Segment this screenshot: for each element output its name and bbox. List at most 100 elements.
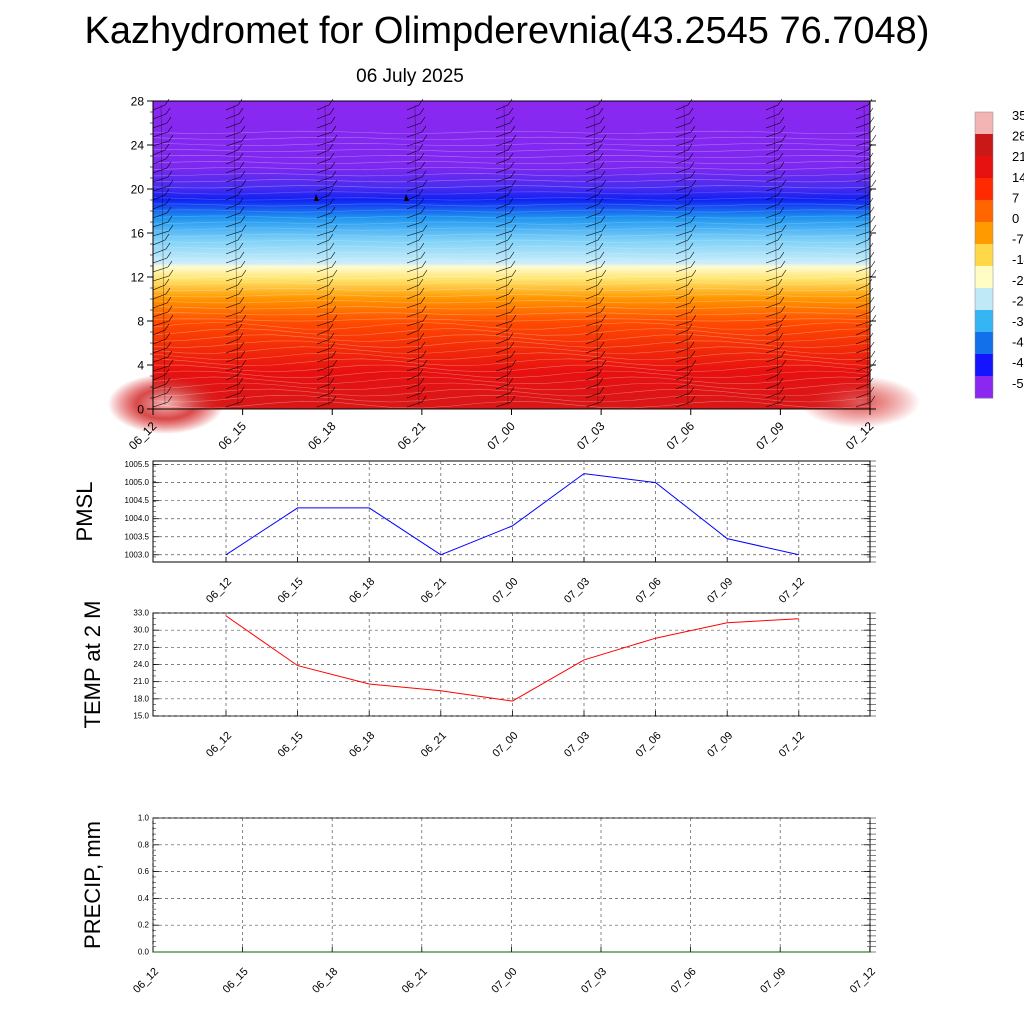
wind-barb-column (765, 98, 787, 408)
x-tick-label: 06_21 (400, 966, 430, 996)
colorbar-label: -21 (1012, 273, 1024, 288)
chart-title: Kazhydromet for Olimpderevnia(43.2545 76… (84, 10, 930, 52)
y-tick-label: 24.0 (133, 660, 149, 669)
contour-line (152, 239, 871, 243)
contour-line (152, 352, 871, 360)
contour-line (152, 167, 871, 171)
y-tick-label: 1004.0 (125, 514, 150, 523)
contour-line (152, 227, 871, 231)
wind-barb-column (585, 98, 607, 408)
contour-line (152, 328, 871, 336)
y-tick-label: 1004.5 (125, 496, 150, 505)
y-tick-label: 0 (137, 403, 144, 417)
x-tick-label: 06_18 (310, 966, 340, 996)
precip-panel: 0.0 0.2 0.4 0.6 0.8 1.0 06_12 06_15 06_18 06_21 07… (80, 814, 878, 996)
x-tick-label: 07_09 (705, 576, 735, 606)
contour-line (152, 276, 871, 280)
x-tick-label: 06_15 (215, 419, 249, 453)
contour-line (152, 215, 871, 219)
x-tick-label: 07_03 (579, 966, 609, 996)
y-tick-label: 0.4 (138, 894, 150, 903)
y-tick-label: 33.0 (133, 609, 149, 618)
y-tick-label: 30.0 (133, 626, 149, 635)
x-tick-label: 06_18 (347, 576, 377, 606)
x-tick-label: 07_03 (574, 419, 608, 453)
series-line (225, 615, 799, 702)
colorbar-cell (975, 332, 993, 355)
contour-line (152, 191, 871, 195)
y-tick-label: 12 (131, 271, 145, 285)
y-axis-label: TEMP at 2 M (80, 601, 105, 729)
cross-section-y-axis: 0 4 8 12 16 20 24 28 (131, 95, 876, 417)
wind-flag (314, 194, 319, 201)
x-tick-label: 07_12 (777, 730, 807, 760)
colorbar-cell (975, 200, 993, 223)
colorbar-cell (975, 288, 993, 311)
y-tick-label: 0.6 (138, 867, 150, 876)
contour-line (152, 288, 871, 292)
x-tick-label: 06_12 (204, 730, 234, 760)
x-tick-label: 07_06 (634, 576, 664, 606)
y-tick-label: 15.0 (133, 712, 149, 721)
y-tick-label: 1003.5 (125, 532, 150, 541)
x-tick-label: 06_12 (204, 576, 234, 606)
x-tick-label: 07_03 (562, 576, 592, 606)
x-tick-label: 07_06 (664, 419, 698, 453)
x-tick-label: 06_15 (221, 966, 251, 996)
y-tick-label: 27.0 (133, 643, 149, 652)
y-tick-label: 16 (131, 227, 145, 241)
x-tick-label: 07_12 (848, 966, 878, 996)
contour-line (152, 346, 871, 354)
y-tick-label: 1.0 (138, 814, 150, 823)
wind-barb-column (495, 98, 517, 408)
y-tick-label: 28 (131, 95, 145, 109)
contour-line (152, 161, 871, 164)
wind-barb-column (225, 98, 247, 408)
y-tick-label: 1005.5 (125, 460, 150, 469)
x-tick-label: 07_00 (489, 966, 519, 996)
warm-spot-right (800, 376, 920, 428)
contour-line (152, 334, 871, 342)
y-tick-label: 20 (131, 183, 145, 197)
contour-line (152, 209, 871, 213)
x-tick-label: 07_09 (753, 419, 787, 453)
contour-line (152, 358, 871, 367)
colorbar-label: -7 (1012, 232, 1024, 247)
pmsl-panel: 1003.0 1003.5 1004.0 1004.5 1005.0 1005.5 06_1… (72, 460, 876, 606)
contour-line (152, 197, 871, 201)
x-tick-label: 07_09 (758, 966, 788, 996)
wind-barb-column (406, 98, 428, 408)
y-tick-label: 8 (137, 315, 144, 329)
contour-line (152, 136, 871, 140)
contour-line (153, 258, 871, 261)
contour-line (152, 382, 871, 391)
x-tick-label: 06_15 (276, 730, 306, 760)
y-tick-label: 21.0 (133, 677, 149, 686)
y-tick-label: 24 (131, 139, 145, 153)
y-axis-label: PRECIP, mm (80, 821, 105, 949)
x-tick-label: 06_15 (276, 576, 306, 606)
wind-barb-column (152, 98, 174, 408)
x-tick-label: 07_03 (562, 730, 592, 760)
colorbar-label: 7 (1012, 190, 1019, 205)
colorbar-cell (975, 376, 993, 399)
x-tick-label: 07_00 (490, 730, 520, 760)
colorbar-cell (975, 354, 993, 377)
y-tick-label: 0.2 (138, 921, 150, 930)
x-tick-label: 06_18 (347, 730, 377, 760)
x-tick-label: 07_06 (669, 966, 699, 996)
colorbar-label: -14 (1012, 252, 1024, 267)
contour-line (152, 294, 871, 298)
chart-subtitle: 06 July 2025 (356, 66, 464, 87)
warm-spot-left (108, 374, 224, 434)
y-tick-label: 4 (137, 359, 144, 373)
y-tick-label: 18.0 (133, 694, 149, 703)
y-tick-label: 0.0 (138, 948, 150, 957)
contour-line (152, 322, 871, 330)
cross-section-x-axis: 06_12 06_15 06_18 06_21 07_00 07_03 07_06 07_09… (126, 409, 877, 452)
colorbar-cell (975, 310, 993, 333)
x-tick-label: 06_21 (395, 419, 429, 453)
series-line (225, 473, 799, 556)
colorbar-label: -56 (1012, 376, 1024, 391)
